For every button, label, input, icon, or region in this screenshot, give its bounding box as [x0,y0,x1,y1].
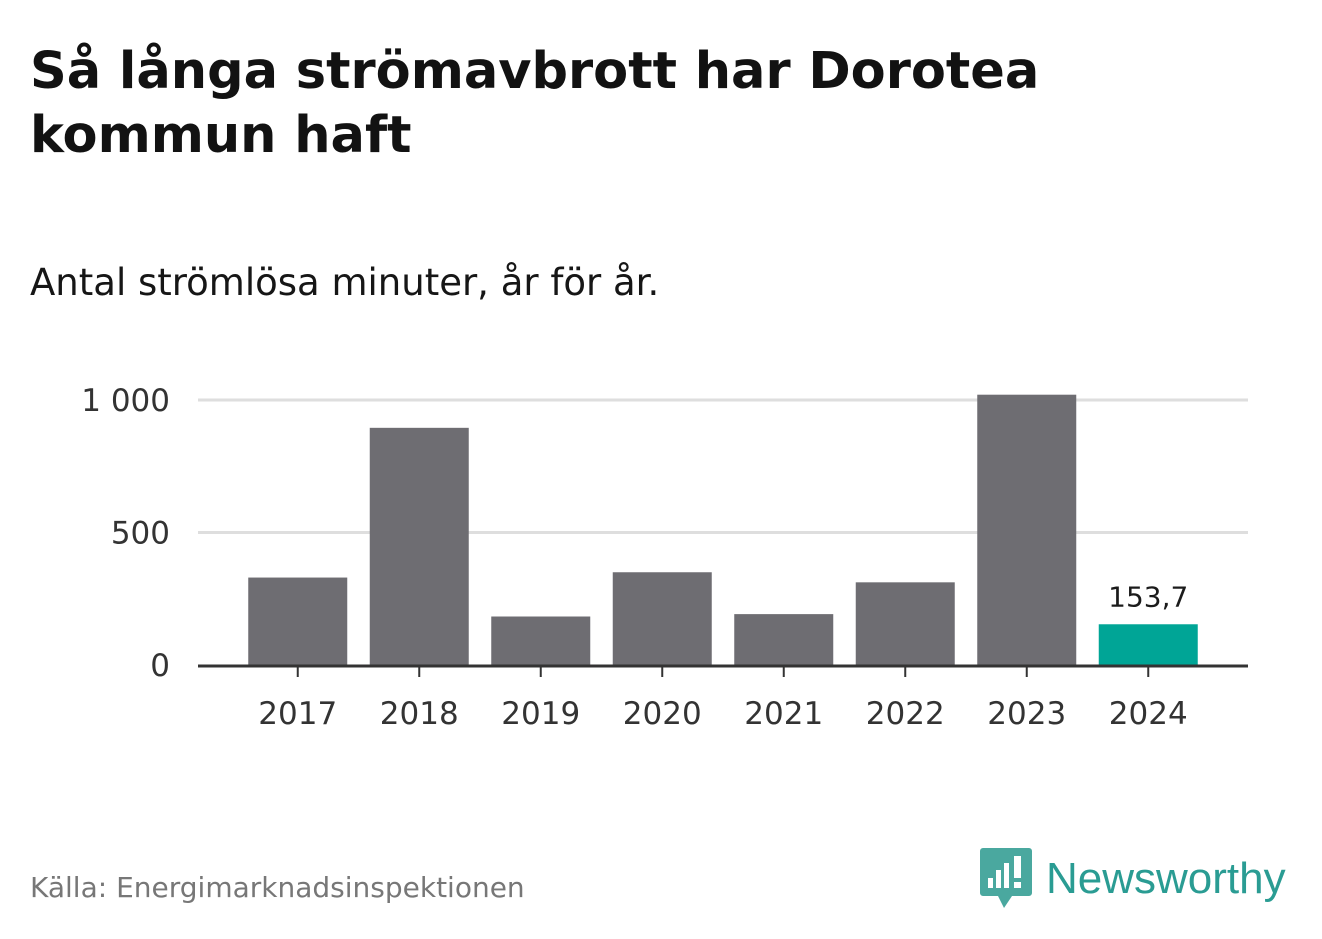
chart-subtitle: Antal strömlösa minuter, år för år. [30,261,660,304]
y-tick-label: 500 [111,516,170,552]
bar-2018 [369,427,469,665]
x-tick-label: 2018 [380,696,459,732]
bar-2023 [977,394,1077,665]
x-tick-label: 2017 [258,696,337,732]
data-label: 153,7 [1108,580,1188,613]
brand-logo: Newsworthy [980,848,1286,910]
x-tick-label: 2023 [987,696,1066,732]
y-tick-label: 0 [150,648,170,684]
y-tick-label: 1 000 [81,383,170,419]
gridlines [198,398,1248,534]
bar-2022 [855,582,955,665]
bar-2020 [612,572,712,665]
labels: 0 500 1 000 2017 2018 2019 2020 2021 2022 2023 202… [81,383,1188,732]
x-tick-label: 2019 [501,696,580,732]
x-tick-label: 2024 [1109,696,1188,732]
x-tick-label: 2020 [623,696,702,732]
x-axis [198,664,1248,677]
bar-2024 [1098,624,1198,665]
newsworthy-logo-icon [980,848,1032,908]
bars [248,394,1198,665]
bar-2017 [248,577,348,665]
bar-2019 [491,616,591,665]
brand-name: Newsworthy [1046,854,1286,903]
source-note: Källa: Energimarknadsinspektionen [30,871,525,904]
chart-title: Så långa strömavbrott har Dorotea kommun… [30,42,1040,165]
x-tick-label: 2021 [744,696,823,732]
bar-2021 [734,614,834,665]
x-tick-label: 2022 [866,696,945,732]
